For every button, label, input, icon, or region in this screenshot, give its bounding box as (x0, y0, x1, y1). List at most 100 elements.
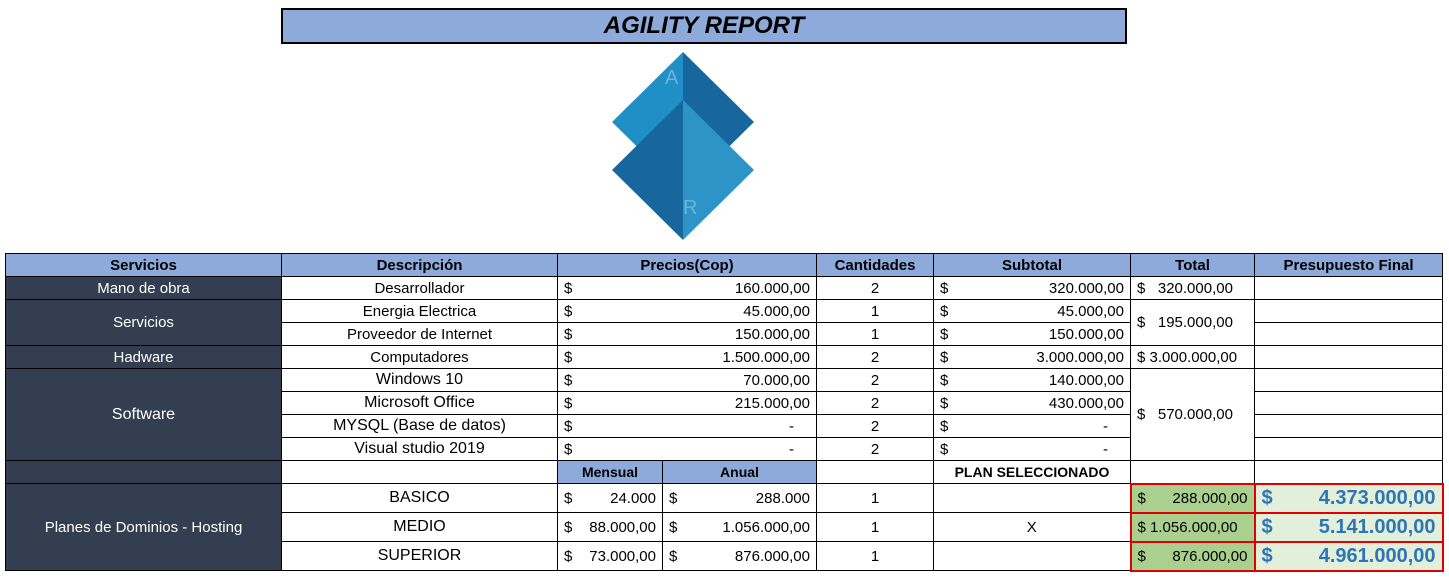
quantity-cell: 2 (816, 276, 934, 300)
planes-side-top (5, 460, 282, 484)
logo-bottom-left-facet (612, 100, 683, 240)
description-cell: Proveedor de Internet (281, 322, 558, 346)
final-cell (1254, 368, 1443, 392)
currency-value: $ (564, 325, 573, 343)
currency-value: $ (669, 489, 678, 507)
plan-total-cell: $876.000,00 (1129, 540, 1256, 572)
empty-cell (816, 460, 934, 484)
currency-value: $ (1137, 314, 1146, 331)
currency-value: $ (564, 440, 573, 458)
header-descripcion: Descripción (281, 253, 558, 277)
currency-value: $ (940, 325, 949, 343)
price-cell: $215.000,00 (557, 391, 817, 415)
final-cell (1254, 437, 1443, 461)
description-cell: Microsoft Office (281, 391, 558, 415)
plan-final-budget: $4.373.000,00 (1253, 482, 1444, 514)
currency-value: - (1103, 440, 1108, 458)
subtotal-cell: $3.000.000,00 (933, 345, 1131, 369)
subtotal-cell: $45.000,00 (933, 299, 1131, 323)
currency-value: $ (1261, 544, 1273, 567)
header-servicios: Servicios (5, 253, 282, 277)
description-cell: Computadores (281, 345, 558, 369)
currency-value: 1.056.000,00 (1150, 518, 1238, 536)
total-cell: $ 195.000,00 (1130, 299, 1255, 346)
currency-value: 3.000.000,00 (1149, 348, 1238, 366)
quantity-cell: 2 (816, 414, 934, 438)
plan-row-superior: SUPERIOR $73.000,00 $876.000,00 1 $876.0… (6, 540, 1444, 572)
currency-value: 140.000,00 (1048, 371, 1124, 389)
plan-total-cell: $288.000,00 (1129, 482, 1256, 514)
budget-table: Servicios Descripción Precios(Cop) Canti… (5, 253, 1444, 572)
anual-cell: $288.000 (662, 483, 817, 513)
currency-value: 1.500.000,00 (722, 348, 810, 366)
subtotal-cell: $150.000,00 (933, 322, 1131, 346)
price-cell: $150.000,00 (557, 322, 817, 346)
total-cell: $ 3.000.000,00 (1130, 345, 1255, 369)
currency-value: $ (940, 279, 949, 297)
header-precios: Precios(Cop) (557, 253, 817, 277)
currency-value: $ (564, 489, 573, 507)
currency-value: 430.000,00 (1048, 394, 1124, 412)
plan-final-budget: $4.961.000,00 (1253, 540, 1444, 572)
currency-value: 160.000,00 (734, 279, 810, 297)
currency-value: $ (564, 302, 573, 320)
currency-value: 150.000,00 (734, 325, 810, 343)
final-cell (1254, 276, 1443, 300)
header-anual: Anual (662, 460, 817, 484)
quantity-cell: 1 (816, 483, 934, 513)
description-cell: Desarrollador (281, 276, 558, 300)
currency-value: 195.000,00 (1157, 314, 1233, 331)
total-cell: $ 570.000,00 (1130, 368, 1255, 461)
table-row: Visual studio 2019 $ - 2 $ - (6, 437, 1443, 461)
anual-cell: $1.056.000,00 (662, 512, 817, 542)
report-title: AGILITY REPORT (281, 8, 1127, 44)
plan-final-budget: $5.141.000,00 (1253, 511, 1444, 543)
final-cell (1254, 299, 1443, 323)
subtotal-cell: $ - (933, 414, 1131, 438)
empty-cell (281, 460, 558, 484)
currency-value: 73.000,00 (589, 547, 656, 565)
currency-value: 320.000,00 (1048, 279, 1124, 297)
currency-value: $ (564, 417, 573, 435)
currency-value: 88.000,00 (589, 518, 656, 536)
description-cell: Windows 10 (281, 368, 558, 392)
currency-value: 288.000 (755, 489, 810, 507)
currency-value: 5.141.000,00 (1318, 515, 1436, 538)
currency-value: $ (1137, 348, 1146, 366)
currency-value: 215.000,00 (734, 394, 810, 412)
mensual-cell: $24.000 (557, 483, 663, 513)
currency-value: 1.056.000,00 (722, 518, 810, 536)
currency-value: 4.961.000,00 (1318, 544, 1436, 567)
currency-value: - (1103, 417, 1108, 435)
price-cell: $45.000,00 (557, 299, 817, 323)
currency-value: 876.000,00 (734, 547, 810, 565)
currency-value: 3.000.000,00 (1036, 348, 1124, 366)
currency-value: $ (564, 547, 573, 565)
agility-report-logo: A R (612, 52, 754, 240)
table-row: Servicios Energia Electrica $45.000,00 1… (5, 299, 1443, 346)
plan-header-row: Mensual Anual PLAN SELECCIONADO (5, 460, 1443, 484)
plan-selected-cell (933, 483, 1131, 513)
final-cell (1254, 322, 1443, 346)
currency-value: 24.000 (610, 489, 656, 507)
currency-value: $ (564, 279, 573, 297)
currency-value: $ (940, 371, 949, 389)
final-cell (1254, 391, 1443, 415)
price-cell: $1.500.000,00 (557, 345, 817, 369)
currency-value: 4.373.000,00 (1318, 486, 1436, 509)
category-hadware: Hadware (5, 345, 282, 369)
description-cell: Visual studio 2019 (281, 437, 558, 461)
category-planes: Planes de Dominios - Hosting (5, 483, 282, 571)
table-row: Mano de obra Desarrollador $160.000,00 2… (5, 276, 1443, 300)
currency-value: $ (1261, 515, 1273, 538)
price-cell: $ - (557, 414, 817, 438)
subtotal-cell: $140.000,00 (933, 368, 1131, 392)
currency-value: - (789, 417, 794, 435)
plan-selected-cell (933, 541, 1131, 571)
currency-value: 150.000,00 (1048, 325, 1124, 343)
total-cell: $ 320.000,00 (1130, 276, 1255, 300)
currency-value: 320.000,00 (1157, 279, 1233, 297)
logo-bottom-right-facet (683, 100, 754, 240)
plan-name: MEDIO (281, 512, 558, 542)
plan-name: BASICO (281, 483, 558, 513)
